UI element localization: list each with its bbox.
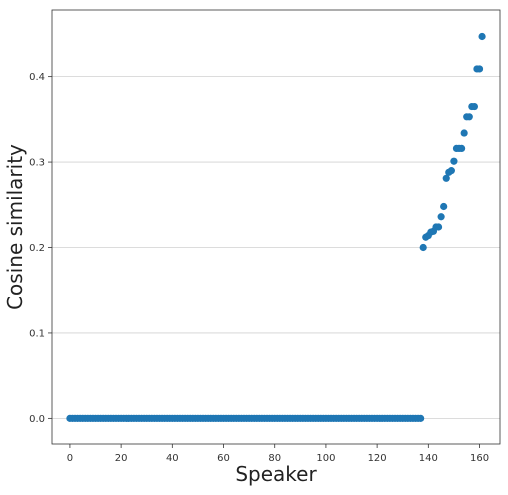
data-point [450, 157, 458, 165]
plot-frame [51, 9, 501, 445]
data-point [470, 102, 478, 111]
data-point [447, 167, 455, 175]
x-tick-label: 120 [368, 453, 387, 464]
x-tick-label: 100 [316, 453, 335, 464]
y-tick-label: 0.3 [29, 158, 45, 169]
data-point [475, 65, 484, 73]
x-tick-label: 80 [268, 453, 281, 464]
data-point [440, 202, 448, 211]
data-point [437, 213, 445, 221]
x-tick-label: 160 [470, 453, 489, 464]
data-point [434, 223, 443, 231]
y-tick-label: 0.2 [29, 243, 45, 254]
data-point [460, 129, 468, 137]
data-point [442, 174, 450, 182]
data-point [417, 414, 425, 422]
x-tick-label: 60 [217, 453, 230, 464]
data-point [458, 144, 466, 153]
x-tick-label: 40 [166, 453, 179, 464]
x-tick-label: 140 [419, 453, 438, 464]
y-axis-label: Cosine similarity [3, 144, 27, 310]
x-tick-label: 20 [115, 453, 128, 464]
y-tick-label: 0.1 [29, 328, 45, 339]
data-point [478, 32, 486, 41]
data-points [66, 32, 486, 422]
axis-ticks: 0.0 0.1 0.2 0.3 0.4 0 20 40 60 80 100 120 140 160 [29, 72, 489, 464]
y-tick-label: 0.4 [29, 72, 45, 83]
y-tick-label: 0.0 [29, 414, 45, 425]
data-point [465, 113, 473, 121]
grid [52, 76, 500, 419]
x-tick-label: 0 [67, 453, 73, 464]
x-axis-label: Speaker [235, 462, 317, 486]
data-point [419, 243, 427, 252]
